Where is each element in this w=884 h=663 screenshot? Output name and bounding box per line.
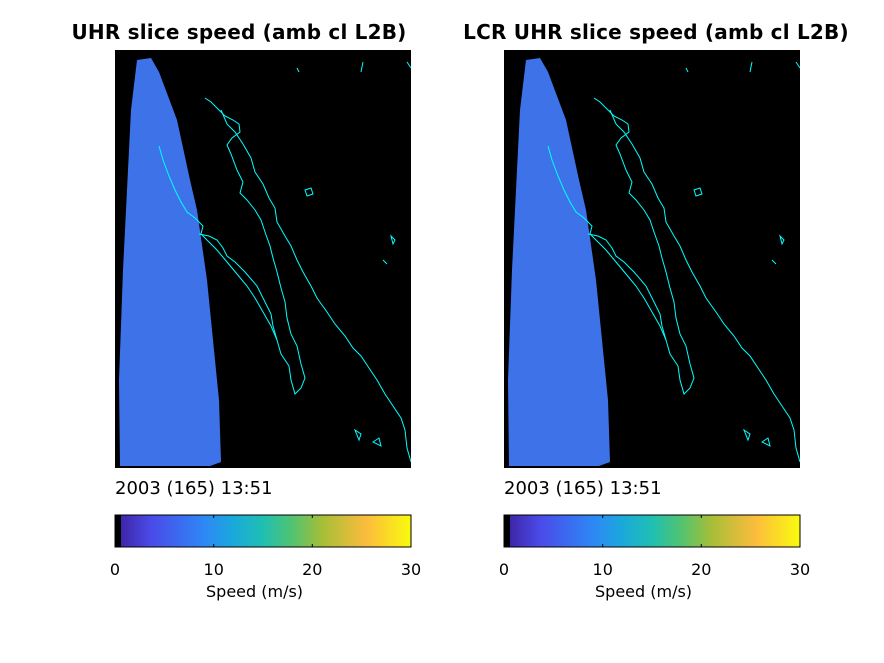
colorbar-tick: 30 — [401, 560, 421, 579]
colorbar-tick: 20 — [302, 560, 322, 579]
coastline-inner — [587, 233, 667, 341]
colorbar-graphic: 0 10 20 30 — [499, 514, 810, 579]
right-colorbar-label: Speed (m/s) — [595, 582, 693, 601]
left-speed-map — [115, 50, 411, 468]
colorbar-tick: 20 — [691, 560, 711, 579]
wind-speed-swath — [508, 58, 610, 466]
coastline-mainland — [609, 109, 800, 463]
right-panel-title: LCR UHR slice speed (amb cl L2B) — [463, 20, 849, 44]
colorbar-tick: 10 — [204, 560, 224, 579]
coastline-mainland — [220, 109, 411, 463]
colorbar-tick: 10 — [593, 560, 613, 579]
colorbar-tick: 0 — [499, 560, 509, 579]
left-panel-title: UHR slice speed (amb cl L2B) — [71, 20, 407, 44]
left-panel: UHR slice speed (amb cl L2B) 2003 (165) … — [0, 0, 421, 663]
colorbar-tick: 0 — [110, 560, 120, 579]
coastline-inner — [198, 233, 278, 341]
right-speed-map — [504, 50, 800, 468]
left-colorbar: 0 10 20 30 — [110, 514, 421, 579]
right-panel: LCR UHR slice speed (amb cl L2B) 2003 (1… — [0, 0, 848, 663]
coastline-islands — [685, 61, 800, 447]
right-colorbar: 0 10 20 30 — [499, 514, 810, 579]
colorbar-tick: 30 — [790, 560, 810, 579]
wind-speed-swath — [119, 58, 221, 466]
left-colorbar-label: Speed (m/s) — [206, 582, 304, 601]
left-timestamp: 2003 (165) 13:51 — [115, 478, 273, 499]
colorbar-graphic: 0 10 20 30 — [110, 514, 421, 579]
right-timestamp: 2003 (165) 13:51 — [504, 478, 662, 499]
coastline-islands — [296, 61, 411, 447]
